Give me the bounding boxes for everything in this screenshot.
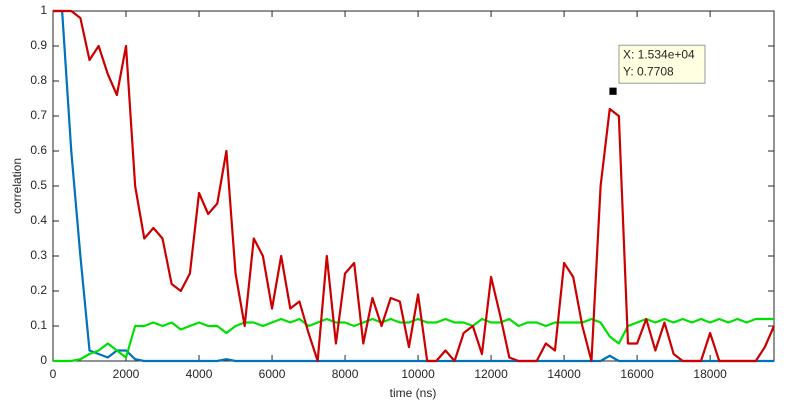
x-tick-label: 4000 bbox=[186, 367, 213, 381]
x-tick-label: 0 bbox=[50, 367, 57, 381]
x-tick-label: 18000 bbox=[693, 367, 727, 381]
x-tick-label: 16000 bbox=[620, 367, 654, 381]
y-tick-label: 0.7 bbox=[30, 108, 47, 122]
y-tick-label: 0.3 bbox=[30, 248, 47, 262]
y-tick-label: 0.1 bbox=[30, 318, 47, 332]
datatip-marker bbox=[608, 86, 618, 96]
y-axis-label: correlation bbox=[10, 158, 24, 214]
y-tick-label: 0 bbox=[40, 353, 47, 367]
series-line bbox=[53, 9, 774, 363]
x-tick-label: 12000 bbox=[474, 367, 508, 381]
y-tick-label: 1 bbox=[40, 3, 47, 17]
x-tick-label: 14000 bbox=[547, 367, 581, 381]
y-tick-label: 0.6 bbox=[30, 143, 47, 157]
x-tick-label: 6000 bbox=[259, 367, 286, 381]
datatip-y: Y: 0.7708 bbox=[623, 64, 674, 78]
datatip-x: X: 1.534e+04 bbox=[623, 47, 695, 61]
y-tick-label: 0.2 bbox=[30, 283, 47, 297]
x-tick-label: 2000 bbox=[113, 367, 140, 381]
x-axis-label: time (ns) bbox=[390, 386, 437, 400]
x-tick-label: 8000 bbox=[332, 367, 359, 381]
y-tick-label: 0.9 bbox=[30, 38, 47, 52]
series-line bbox=[53, 9, 776, 363]
datatip-box bbox=[618, 44, 706, 84]
y-tick-label: 0.4 bbox=[30, 213, 47, 227]
x-tick-label: 10000 bbox=[401, 367, 435, 381]
y-tick-label: 0.5 bbox=[30, 178, 47, 192]
y-tick-label: 0.8 bbox=[30, 73, 47, 87]
